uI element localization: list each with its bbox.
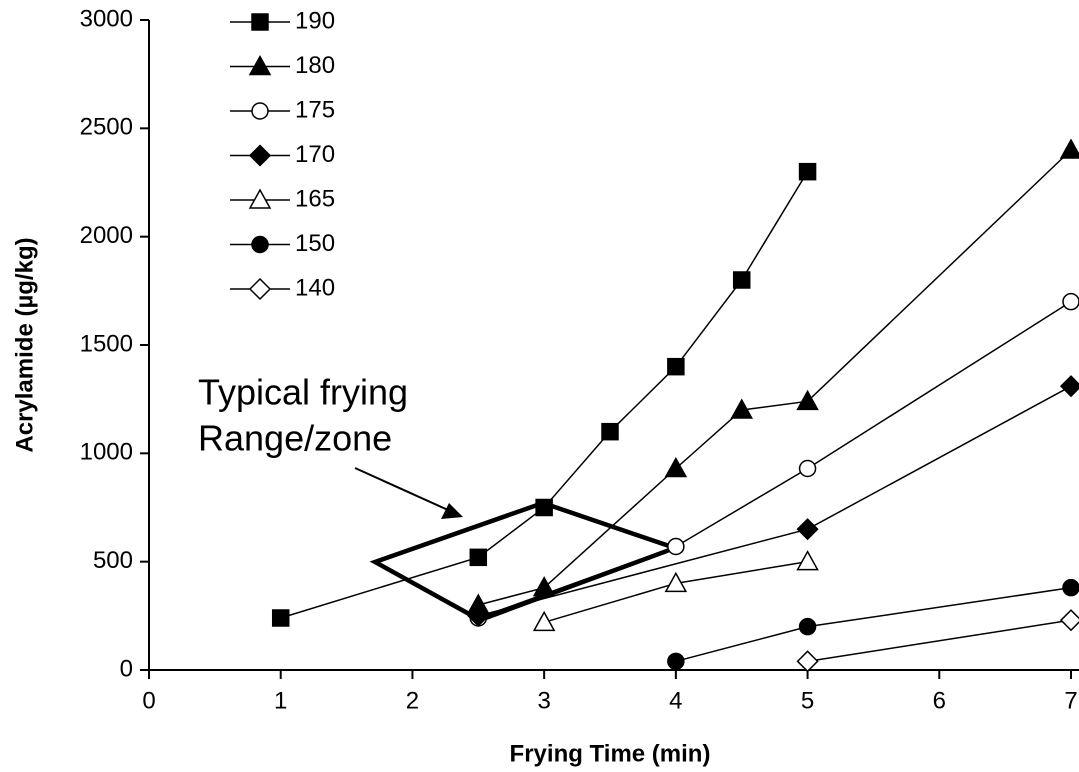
data-point xyxy=(796,550,819,571)
legend-marker xyxy=(251,13,269,31)
data-point xyxy=(798,617,817,636)
legend-marker xyxy=(248,277,272,301)
x-tick-label: 2 xyxy=(406,687,419,714)
legend-marker xyxy=(248,188,272,209)
y-axis-label: Acrylamide (µg/kg) xyxy=(11,237,38,452)
data-point xyxy=(601,422,619,441)
annotation: Typical frying xyxy=(198,372,408,413)
legend-label: 180 xyxy=(295,52,335,79)
data-point xyxy=(532,610,556,632)
y-tick-label: 500 xyxy=(93,547,133,574)
data-point xyxy=(467,604,490,627)
legend-marker xyxy=(251,235,269,254)
data-point xyxy=(664,456,688,478)
data-point xyxy=(532,576,556,597)
y-tick-label: 2500 xyxy=(80,114,133,141)
annotation-arrow xyxy=(354,467,449,511)
x-axis-label: Frying Time (min) xyxy=(510,740,711,767)
arrow-head xyxy=(441,503,463,519)
data-point xyxy=(667,652,685,671)
data-point xyxy=(535,498,553,517)
legend-marker xyxy=(251,102,269,120)
y-tick-label: 2000 xyxy=(80,222,133,249)
series-line xyxy=(807,619,1072,663)
annotation: Range/zone xyxy=(198,418,392,459)
data-point xyxy=(1059,609,1079,632)
series-line xyxy=(478,301,1072,619)
x-tick-label: 1 xyxy=(274,687,287,714)
data-point xyxy=(1062,292,1079,311)
x-tick-label: 5 xyxy=(801,687,814,714)
x-tick-label: 6 xyxy=(933,687,946,714)
y-tick-label: 3000 xyxy=(80,5,133,32)
data-point xyxy=(469,548,488,567)
data-point xyxy=(796,518,819,541)
data-point xyxy=(664,571,688,593)
legend-label: 150 xyxy=(295,230,335,257)
data-point xyxy=(732,271,751,289)
data-point xyxy=(798,459,817,478)
y-tick-label: 0 xyxy=(120,655,133,682)
series-line xyxy=(478,385,1072,617)
data-point xyxy=(667,537,685,556)
data-point xyxy=(271,609,290,627)
legend-label: 165 xyxy=(295,185,335,212)
x-tick-label: 4 xyxy=(669,687,682,714)
data-point xyxy=(1059,375,1079,398)
legend-marker xyxy=(248,144,272,167)
x-tick-label: 3 xyxy=(537,687,550,714)
data-point xyxy=(1062,578,1079,597)
data-point xyxy=(798,162,817,181)
legend-marker xyxy=(248,54,272,76)
legend-label: 175 xyxy=(295,96,335,123)
x-tick-label: 0 xyxy=(142,687,155,714)
legend-label: 170 xyxy=(295,141,335,168)
x-tick-label: 7 xyxy=(1064,687,1077,714)
zone-outline xyxy=(369,500,682,623)
legend-label: 140 xyxy=(295,274,335,301)
y-tick-label: 1500 xyxy=(80,330,133,357)
data-point xyxy=(730,398,753,419)
data-point xyxy=(796,650,819,673)
legend-label: 190 xyxy=(295,7,335,34)
series-line xyxy=(478,149,1072,606)
y-tick-label: 1000 xyxy=(80,439,133,466)
data-point xyxy=(796,389,819,411)
data-point xyxy=(667,357,685,376)
data-point xyxy=(1059,138,1079,159)
